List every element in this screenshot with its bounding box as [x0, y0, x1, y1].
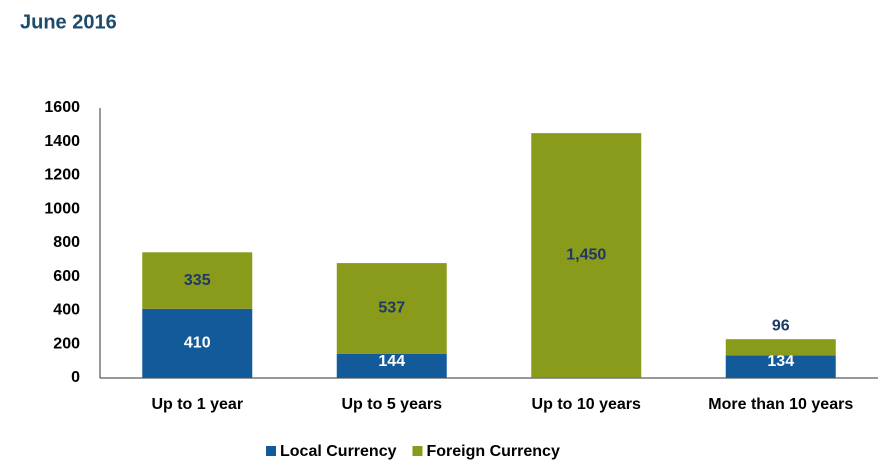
- legend-label: Foreign Currency: [426, 443, 559, 460]
- data-label: 410: [184, 335, 211, 352]
- data-label: 134: [767, 353, 794, 370]
- legend-swatch: [412, 446, 423, 456]
- bar-segment: [725, 355, 836, 378]
- data-label: 96: [772, 317, 790, 334]
- x-tick-label: Up to 5 years: [342, 396, 443, 413]
- x-tick-label: Up to 10 years: [532, 396, 641, 413]
- data-label: 537: [378, 300, 405, 317]
- y-tick-label: 1600: [44, 99, 80, 116]
- data-label: 335: [184, 272, 211, 289]
- x-tick-label: More than 10 years: [708, 396, 853, 413]
- bar-segment: [531, 133, 642, 378]
- data-label: 1,450: [566, 247, 606, 264]
- y-tick-label: 800: [53, 234, 80, 251]
- x-tick-label: Up to 1 year: [151, 396, 243, 413]
- y-tick-label: 400: [53, 302, 80, 319]
- data-label: 144: [378, 353, 405, 370]
- bar-segment: [142, 308, 253, 378]
- chart-title: June 2016: [20, 11, 117, 33]
- y-tick-label: 1000: [44, 200, 80, 217]
- y-tick-label: 1400: [44, 133, 80, 150]
- y-tick-label: 200: [53, 335, 80, 352]
- bar-segment: [336, 353, 447, 378]
- bar-segment: [142, 252, 253, 309]
- bar-segment: [725, 339, 836, 356]
- bar-segment: [336, 263, 447, 354]
- legend-label: Local Currency: [280, 443, 397, 460]
- legend-swatch: [266, 446, 276, 456]
- y-tick-label: 0: [71, 369, 80, 386]
- y-tick-label: 600: [53, 268, 80, 285]
- y-tick-label: 1200: [44, 167, 80, 184]
